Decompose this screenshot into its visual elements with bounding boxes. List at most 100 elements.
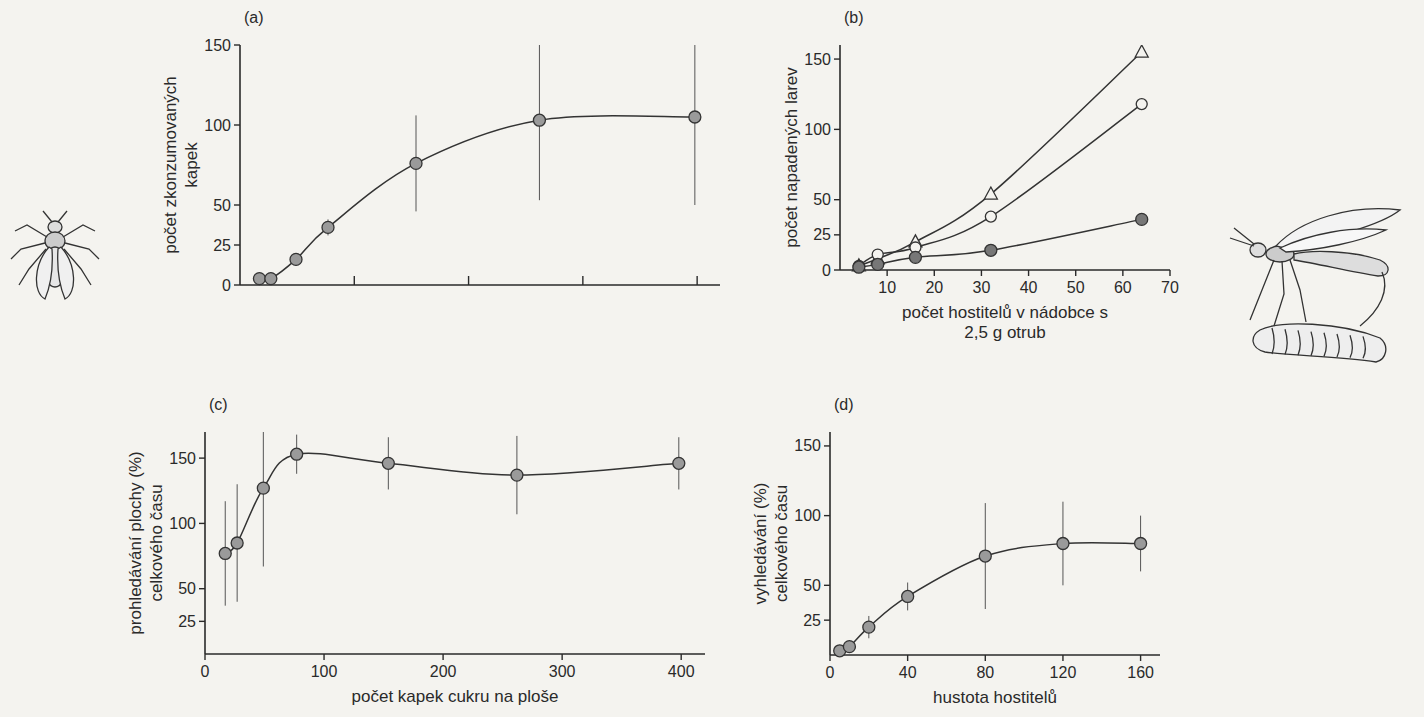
series-line [859, 219, 1142, 267]
x-tick-label: 40 [899, 664, 917, 681]
data-point [322, 221, 334, 233]
y-tick [824, 515, 830, 516]
y-tick-label: 25 [803, 612, 821, 629]
y-axis-title-line: počet zkonzumovaných [161, 76, 180, 254]
y-axis-title-line: počet napadených larev [782, 67, 801, 248]
x-axis-title-line: počet hostitelů v nádobce s [902, 303, 1108, 322]
series-line [259, 116, 694, 280]
y-tick-label: 100 [169, 515, 196, 532]
panel-title: (c) [209, 396, 228, 413]
panel-title: (a) [244, 9, 264, 26]
y-tick-label: 100 [794, 507, 821, 524]
y-tick-label: 150 [794, 437, 821, 454]
wasp-leg [1250, 260, 1306, 326]
data-point [290, 253, 302, 265]
series-line [859, 104, 1142, 266]
panel-title: (d) [834, 396, 854, 413]
x-tick [829, 655, 830, 661]
x-axis-line [240, 284, 720, 286]
data-point [872, 258, 884, 270]
panel-title: (b) [844, 9, 864, 26]
fly-leg [63, 225, 95, 237]
x-tick [468, 276, 469, 285]
x-tick [886, 270, 887, 276]
x-tick [204, 654, 205, 660]
larva [1253, 324, 1386, 362]
x-axis-line [830, 654, 1160, 656]
data-point [863, 621, 875, 633]
y-tick [824, 619, 830, 620]
figure: 02550100150(a)počet zkonzumovanýchkapek1… [0, 0, 1424, 717]
data-point [689, 111, 701, 123]
data-point [533, 114, 545, 126]
fly-antenna [43, 211, 52, 222]
y-tick [834, 234, 840, 235]
larva-segment [1285, 329, 1287, 354]
series-line [859, 52, 1142, 266]
x-axis-title: počet hostitelů v nádobce s2,5 g otrub [902, 303, 1108, 342]
y-tick [834, 269, 840, 270]
y-axis-line [829, 432, 831, 655]
larva-segment [1272, 328, 1274, 354]
y-tick [834, 129, 840, 130]
wasp-abdomen [1294, 252, 1388, 276]
x-axis-title: hustota hostitelů [933, 688, 1057, 707]
fly-illustration [11, 211, 99, 299]
fly-leg [64, 249, 91, 285]
error-bar [263, 432, 264, 567]
y-tick-label: 150 [804, 51, 831, 68]
larva-segment [1324, 333, 1326, 357]
x-axis-title-line: hustota hostitelů [933, 688, 1057, 707]
y-axis-title-line: vyhledávání (%) [751, 483, 770, 605]
x-tick-label: 400 [668, 663, 695, 680]
panel: 02550100150(a)počet zkonzumovanýchkapek [161, 9, 720, 294]
x-tick [1062, 655, 1063, 661]
x-axis-title-line: 2,5 g otrub [964, 323, 1045, 342]
x-tick [696, 276, 697, 285]
x-axis-title: počet kapek cukru na ploše [352, 687, 559, 706]
plot-area [834, 502, 1147, 657]
series-line [840, 543, 1141, 651]
x-tick-label: 200 [430, 663, 457, 680]
larva-segment [1337, 334, 1339, 357]
x-tick [323, 654, 324, 660]
y-tick [834, 58, 840, 59]
y-tick [199, 523, 205, 524]
y-tick-label: 25 [178, 613, 196, 630]
wasp-illustration [1230, 209, 1400, 362]
x-tick [934, 270, 935, 276]
x-tick-label: 10 [878, 279, 896, 296]
y-tick [834, 199, 840, 200]
y-tick [199, 457, 205, 458]
fly-leg [15, 225, 47, 237]
y-tick [234, 44, 240, 45]
x-tick-label: 30 [973, 279, 991, 296]
y-tick-label: 100 [204, 117, 231, 134]
data-point [673, 457, 685, 469]
panel: 1020304050607002550100150(b)počet napade… [782, 9, 1179, 342]
x-tick-label: 300 [549, 663, 576, 680]
error-bar [694, 45, 695, 205]
y-axis-title: počet napadených larev [782, 67, 801, 248]
x-tick [442, 654, 443, 660]
y-axis-line [839, 45, 841, 270]
y-tick [234, 124, 240, 125]
x-tick-label: 70 [1161, 279, 1179, 296]
data-point [1135, 538, 1147, 550]
x-tick [582, 276, 583, 285]
x-tick-label: 160 [1127, 664, 1154, 681]
y-tick [234, 284, 240, 285]
data-point [985, 211, 996, 222]
plot-area [852, 45, 1148, 273]
data-point [979, 550, 991, 562]
y-tick-label: 0 [822, 262, 831, 279]
wasp-wing [1280, 229, 1386, 252]
y-tick [824, 585, 830, 586]
data-point [231, 537, 243, 549]
x-tick [985, 655, 986, 661]
y-tick [234, 244, 240, 245]
x-tick [907, 655, 908, 661]
wasp-ovipositor [1360, 272, 1385, 326]
data-point [511, 469, 523, 481]
x-tick [1140, 655, 1141, 661]
